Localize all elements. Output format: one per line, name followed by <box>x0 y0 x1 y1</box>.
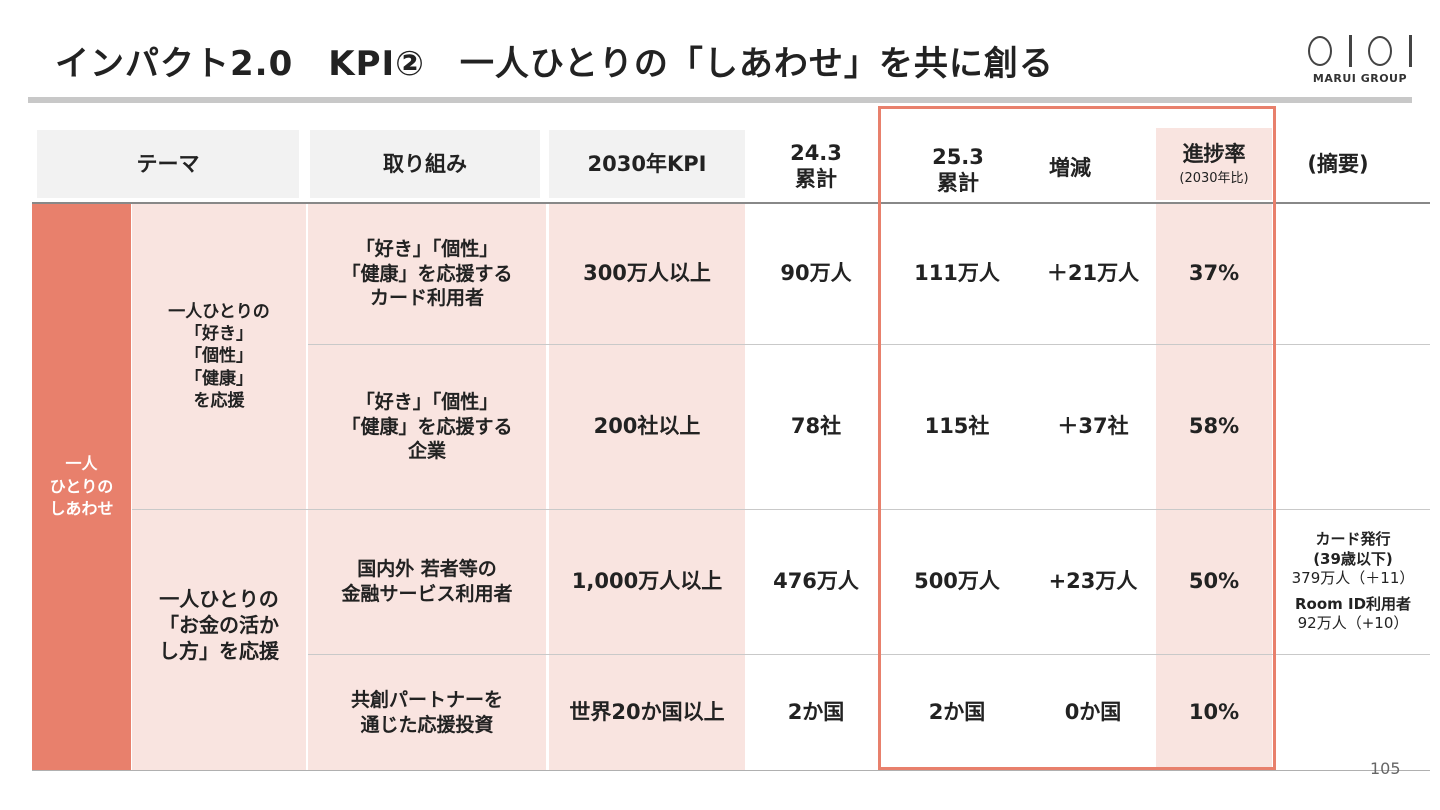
page-title: インパクト2.0 KPI② 一人ひとりの「しあわせ」を共に創る <box>55 44 1054 84</box>
r4-initiative-line-2: 通じた応援投資 <box>360 713 494 736</box>
group1-line-5: を応援 <box>193 390 245 411</box>
row-divider-1 <box>308 344 1430 345</box>
r4-change: 0か国 <box>1064 699 1122 724</box>
r2-initiative-line-2: 「健康」を応援する <box>341 415 513 438</box>
kpi-column-bg <box>549 204 745 770</box>
highlight-frame <box>878 106 1276 770</box>
header-cumulative-25-3: 25.3 累計 <box>888 136 1028 204</box>
table-row-1-initiative: 「好き」「個性」 「健康」を応援する カード利用者 <box>308 204 546 344</box>
header-summary: (摘要) <box>1307 151 1369 176</box>
r4-initiative-line-1: 共創パートナーを <box>350 688 503 711</box>
r2-initiative-line-3: 企業 <box>407 440 446 463</box>
r3-summary-line-2: (39歳以下) <box>1313 549 1393 568</box>
group-label-2: 一人ひとりの 「お金の活か し方」を応援 <box>132 560 306 690</box>
group2-line-2: 「お金の活か <box>159 613 279 637</box>
r3-summary: カード発行 (39歳以下) 379万人（＋11） Room ID利用者 92万人… <box>1280 520 1426 644</box>
r4-kpi: 世界20か国以上 <box>569 699 725 724</box>
table-row-4-initiative: 共創パートナーを 通じた応援投資 <box>308 655 546 770</box>
title-divider <box>28 97 1412 103</box>
r3-initiative-line-1: 国内外 若者等の <box>357 558 497 581</box>
r3-change: +23万人 <box>1048 569 1138 594</box>
r2-initiative-line-1: 「好き」「個性」 <box>355 390 499 413</box>
header-initiative: 取り組み <box>310 130 540 198</box>
r1-change: ＋21万人 <box>1046 261 1140 286</box>
theme-line-3: しあわせ <box>49 499 114 519</box>
oioi-logo-icon <box>1308 34 1412 68</box>
r1-cum253: 111万人 <box>914 261 1000 286</box>
r3-progress: 50% <box>1188 569 1240 594</box>
header-cum243-line2: 累計 <box>795 167 837 191</box>
r3-initiative-line-2: 金融サービス利用者 <box>341 583 513 605</box>
r3-summary-line-1: カード発行 <box>1315 530 1391 549</box>
r2-cum243: 78社 <box>790 414 842 439</box>
header-progress-sub: (2030年比) <box>1179 171 1249 186</box>
r4-cum243: 2か国 <box>787 699 845 724</box>
page-number: 105 <box>1370 759 1401 778</box>
header-cum243-line1: 24.3 <box>790 140 842 165</box>
r2-change: ＋37社 <box>1057 414 1129 439</box>
group1-line-2: 「好き」 <box>185 324 253 345</box>
header-theme: テーマ <box>37 130 299 198</box>
header-change: 増減 <box>1049 155 1091 180</box>
r2-kpi: 200社以上 <box>593 414 701 439</box>
progress-column-bg <box>1156 204 1272 770</box>
group-label-1: 一人ひとりの 「好き」 「個性」 「健康」 を応援 <box>132 204 306 509</box>
row-divider-2 <box>132 509 1430 510</box>
r1-initiative-line-2: 「健康」を応援する <box>341 262 513 285</box>
r3-summary-line-5: 92万人（+10） <box>1297 614 1409 633</box>
header-kpi-2030: 2030年KPI <box>549 130 745 198</box>
theme-line-1: 一人 <box>65 454 98 474</box>
r1-cum243: 90万人 <box>780 261 852 286</box>
header-cum253-line2: 累計 <box>937 171 979 195</box>
table-row-2-initiative: 「好き」「個性」 「健康」を応援する 企業 <box>308 345 546 509</box>
header-progress: 進捗率 (2030年比) <box>1156 128 1272 200</box>
r1-kpi: 300万人以上 <box>583 261 711 286</box>
r1-initiative-line-1: 「好き」「個性」 <box>355 237 499 260</box>
group2-line-3: し方」を応援 <box>159 639 279 663</box>
r2-cum253: 115社 <box>924 414 990 439</box>
group1-line-1: 一人ひとりの <box>168 302 270 323</box>
header-cum253-line1: 25.3 <box>932 144 984 169</box>
header-divider <box>32 202 1430 204</box>
header-progress-label: 進捗率 <box>1182 141 1246 166</box>
r2-progress: 58% <box>1188 414 1240 439</box>
r3-kpi: 1,000万人以上 <box>571 569 723 594</box>
group2-line-1: 一人ひとりの <box>159 587 279 611</box>
header-cumulative-24-3: 24.3 累計 <box>748 132 884 200</box>
table-bottom-line <box>32 770 1430 771</box>
group-column-bg <box>132 204 306 770</box>
logo-text: MARUI GROUP <box>1312 72 1408 85</box>
initiative-column-bg <box>308 204 546 770</box>
r1-progress: 37% <box>1188 261 1240 286</box>
r3-cum253: 500万人 <box>914 569 1000 594</box>
r3-summary-line-4: Room ID利用者 <box>1294 594 1412 613</box>
r1-initiative-line-3: カード利用者 <box>369 287 484 310</box>
theme-line-2: ひとりの <box>49 476 114 496</box>
table-row-3-initiative: 国内外 若者等の 金融サービス利用者 <box>308 510 546 654</box>
r3-cum243: 476万人 <box>773 569 859 594</box>
group1-line-3: 「個性」 <box>185 346 253 367</box>
row-divider-3 <box>308 654 1430 655</box>
r4-cum253: 2か国 <box>928 699 986 724</box>
r4-progress: 10% <box>1188 699 1240 724</box>
theme-cell: 一人 ひとりの しあわせ <box>32 204 131 770</box>
r3-summary-line-3: 379万人（＋11） <box>1291 569 1415 588</box>
group1-line-4: 「健康」 <box>185 368 253 389</box>
marui-group-logo: MARUI GROUP <box>1308 34 1412 88</box>
